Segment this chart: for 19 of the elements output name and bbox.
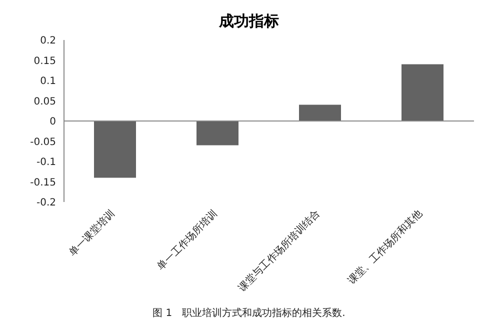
y-tick-label: 0.05	[34, 96, 56, 108]
bar	[196, 121, 238, 146]
x-tick-label: 课堂、工作场所和其他	[346, 208, 425, 287]
y-tick-label: 0.15	[34, 56, 56, 67]
y-tick-label: -0.15	[30, 177, 56, 188]
x-tick-label: 课堂与工作场所培训结合	[236, 208, 322, 294]
y-tick-label: 0.1	[40, 76, 56, 88]
chart-title: 成功指标	[218, 11, 280, 32]
y-tick-label: -0.2	[36, 198, 56, 209]
y-tick-label: -0.05	[30, 136, 56, 148]
x-tick-label: 单一课堂培训	[66, 208, 118, 259]
caption: 图 1 职业培训方式和成功指标的相关系数.	[152, 306, 346, 320]
y-tick-label: 0.2	[40, 36, 56, 47]
bar	[299, 104, 341, 121]
bar	[94, 121, 136, 178]
x-tick-label: 单一工作场所培训	[154, 208, 220, 273]
y-tick-label: -0.1	[36, 157, 56, 168]
bar	[402, 64, 444, 121]
y-tick-label: 0	[50, 116, 56, 128]
